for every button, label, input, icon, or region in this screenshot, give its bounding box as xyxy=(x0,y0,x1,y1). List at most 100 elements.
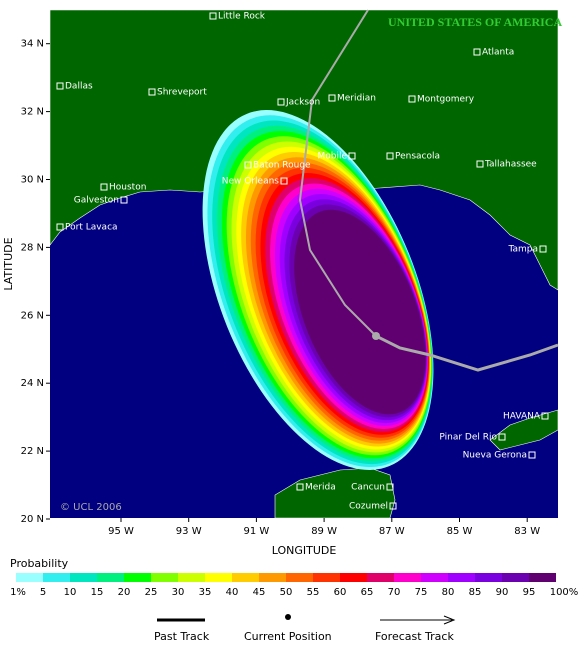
legend-label: 15 xyxy=(91,587,104,598)
legend-swatch xyxy=(16,573,43,582)
legend-label: 65 xyxy=(361,587,374,598)
x-axis-label: LONGITUDE xyxy=(272,544,337,557)
legend-swatch xyxy=(475,573,502,582)
legend-swatch xyxy=(178,573,205,582)
city-label: Galveston xyxy=(74,196,119,206)
city-marker xyxy=(498,433,506,441)
city-label: HAVANA xyxy=(503,412,541,422)
city-label: Meridian xyxy=(337,94,376,104)
legend-label: 80 xyxy=(442,587,455,598)
current-position-key xyxy=(285,614,291,620)
forecast-track-line xyxy=(375,334,559,372)
legend-label: 90 xyxy=(496,587,509,598)
legend-swatch xyxy=(151,573,178,582)
city-marker xyxy=(476,160,484,168)
legend-swatch xyxy=(70,573,97,582)
current-position-marker xyxy=(372,332,380,340)
probability-band xyxy=(294,209,426,415)
city-label: Atlanta xyxy=(482,48,514,58)
city-marker xyxy=(120,196,128,204)
legend-label: 50 xyxy=(280,587,293,598)
city-marker xyxy=(277,98,285,106)
legend-label: 5 xyxy=(40,587,46,598)
cuba xyxy=(489,409,559,451)
city-marker xyxy=(348,152,356,160)
city-label: Pensacola xyxy=(395,152,440,162)
forecast-track-label: Forecast Track xyxy=(375,630,454,643)
city-marker xyxy=(100,183,108,191)
legend-swatch xyxy=(259,573,286,582)
legend-label: 100% xyxy=(550,587,579,598)
legend-label: 30 xyxy=(172,587,185,598)
x-tick-label: 87 W xyxy=(379,526,405,537)
credit: © UCL 2006 xyxy=(60,502,122,513)
city-label: Pinar Del Rio xyxy=(439,433,497,443)
legend-swatch xyxy=(367,573,394,582)
legend-label: 40 xyxy=(226,587,239,598)
legend-label: 75 xyxy=(415,587,428,598)
legend-swatch xyxy=(286,573,313,582)
city-marker xyxy=(541,412,549,420)
past-track-label: Past Track xyxy=(154,630,210,643)
city-label: Mobile xyxy=(317,152,347,162)
legend-swatch xyxy=(340,573,367,582)
city-marker xyxy=(56,223,64,231)
y-tick-label: 30 N xyxy=(21,175,44,186)
legend-swatch xyxy=(232,573,259,582)
city-label: Tampa xyxy=(507,245,538,255)
x-tick-label: 83 W xyxy=(514,526,540,537)
city-label: Tallahassee xyxy=(484,160,537,170)
city-label: Montgomery xyxy=(417,95,475,105)
legend-label: 25 xyxy=(145,587,158,598)
legend-label: 70 xyxy=(388,587,401,598)
y-tick-label: 20 N xyxy=(21,514,44,525)
legend-swatch xyxy=(529,573,556,582)
city-marker xyxy=(56,82,64,90)
city-marker xyxy=(473,48,481,56)
city-marker xyxy=(148,88,156,96)
x-tick-label: 95 W xyxy=(108,526,134,537)
legend-label: 60 xyxy=(334,587,347,598)
x-tick-label: 93 W xyxy=(176,526,202,537)
y-tick-label: 28 N xyxy=(21,242,44,253)
legend-swatch xyxy=(124,573,151,582)
legend-label: 55 xyxy=(307,587,320,598)
legend-swatch xyxy=(448,573,475,582)
y-tick-label: 24 N xyxy=(21,378,44,389)
city-label: Merida xyxy=(305,483,336,493)
city-label: Dallas xyxy=(65,82,93,92)
legend-swatch xyxy=(394,573,421,582)
legend-label: 85 xyxy=(469,587,482,598)
forecast-arrow-head xyxy=(443,615,456,625)
city-label: Cozumel xyxy=(349,502,388,512)
city-label: New Orleans xyxy=(222,177,280,187)
legend-swatch xyxy=(502,573,529,582)
legend-swatch xyxy=(97,573,124,582)
city-label: Port Lavaca xyxy=(65,223,118,233)
y-tick-label: 26 N xyxy=(21,310,44,321)
city-label: Cancun xyxy=(351,483,385,493)
city-marker xyxy=(386,152,394,160)
legend-swatch xyxy=(205,573,232,582)
past-track-line xyxy=(298,9,377,337)
legend-swatch xyxy=(313,573,340,582)
city-marker xyxy=(209,12,217,20)
city-marker xyxy=(296,483,304,491)
city-label: Shreveport xyxy=(157,88,207,98)
city-label: Baton Rouge xyxy=(253,161,311,171)
city-marker xyxy=(528,451,536,459)
x-tick-label: 85 W xyxy=(447,526,473,537)
country-label: UNITED STATES OF AMERICA xyxy=(388,15,562,29)
legend-label: 10 xyxy=(64,587,77,598)
legend-title: Probability xyxy=(10,557,69,570)
legend-swatch xyxy=(43,573,70,582)
city-marker xyxy=(539,245,547,253)
x-tick-label: 91 W xyxy=(244,526,270,537)
current-position-label: Current Position xyxy=(244,630,332,643)
city-marker xyxy=(389,502,397,510)
city-marker xyxy=(280,177,288,185)
probability-field xyxy=(202,110,434,470)
city-marker xyxy=(408,95,416,103)
legend-label: 35 xyxy=(199,587,212,598)
